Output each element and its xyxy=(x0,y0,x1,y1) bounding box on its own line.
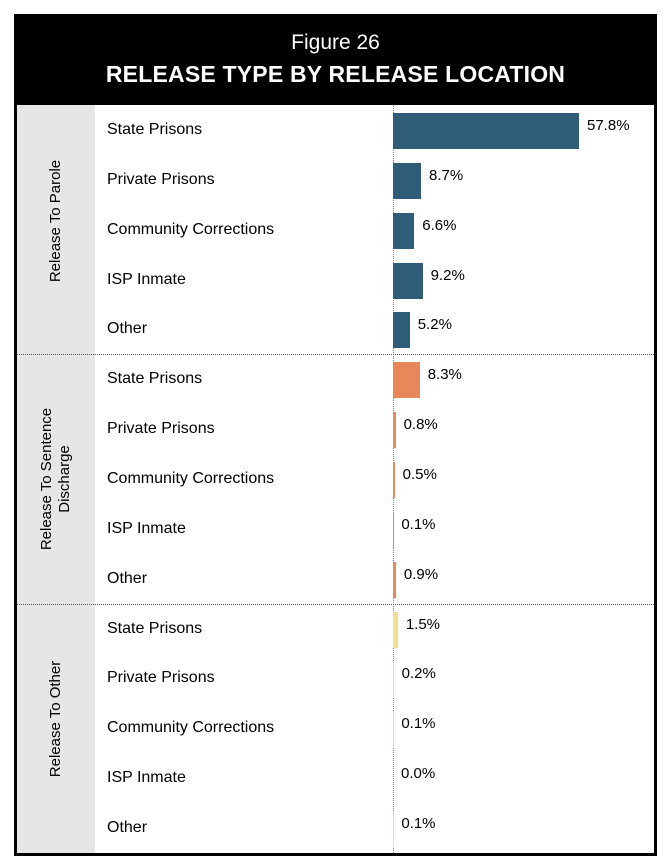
category-label: Other xyxy=(107,569,148,587)
bar xyxy=(393,162,421,199)
value-label: 9.2% xyxy=(430,266,465,284)
category-label: Community Corrections xyxy=(107,470,275,488)
bar xyxy=(393,262,423,299)
value-label: 8.3% xyxy=(427,366,462,384)
value-label: 6.6% xyxy=(422,216,457,234)
group-separator xyxy=(17,354,654,356)
value-label: 0.5% xyxy=(402,466,437,484)
group-separator xyxy=(17,603,654,605)
value-label: 0.0% xyxy=(401,765,436,783)
group-label: Release To Sentence Discharge xyxy=(38,407,73,551)
bar xyxy=(393,212,415,249)
category-label: Community Corrections xyxy=(107,220,275,238)
category-label: State Prisons xyxy=(107,619,203,637)
category-label: State Prisons xyxy=(107,121,203,138)
group-label: Release To Other xyxy=(47,661,64,778)
bar xyxy=(393,113,579,149)
bar xyxy=(393,561,396,598)
category-label: Other xyxy=(107,320,148,338)
category-label: ISP Inmate xyxy=(107,769,186,787)
header: Figure 26 RELEASE TYPE BY RELEASE LOCATI… xyxy=(17,17,654,105)
value-label: 57.8% xyxy=(587,117,630,134)
value-label: 8.7% xyxy=(428,166,464,184)
group-label: Release To Parole xyxy=(47,159,64,282)
value-label: 0.8% xyxy=(403,416,438,434)
category-label: Private Prisons xyxy=(107,420,215,438)
chart-title: Figure 26 xyxy=(291,31,380,54)
category-label: Private Prisons xyxy=(107,669,215,687)
value-label: 1.5% xyxy=(405,615,441,633)
bar xyxy=(393,611,398,648)
category-label: Community Corrections xyxy=(107,719,275,737)
value-label: 0.1% xyxy=(401,715,436,733)
category-label: Other xyxy=(107,819,148,837)
value-label: 5.2% xyxy=(417,316,452,334)
category-label: ISP Inmate xyxy=(107,270,186,288)
category-label: Private Prisons xyxy=(107,170,215,188)
category-label: ISP Inmate xyxy=(107,519,186,537)
value-label: 0.9% xyxy=(403,565,439,583)
value-label: 0.2% xyxy=(401,665,436,683)
value-label: 0.1% xyxy=(401,515,436,533)
bar xyxy=(393,462,395,499)
value-label: 0.1% xyxy=(401,815,436,833)
chart-subtitle: RELEASE TYPE BY RELEASE LOCATION xyxy=(105,61,566,87)
bar xyxy=(393,412,396,449)
category-label: State Prisons xyxy=(107,370,203,388)
bar xyxy=(393,312,410,349)
chart-frame: Figure 26 RELEASE TYPE BY RELEASE LOCATI… xyxy=(14,14,657,856)
group-label-column xyxy=(17,105,95,853)
bar xyxy=(393,362,420,399)
bar xyxy=(393,661,394,698)
